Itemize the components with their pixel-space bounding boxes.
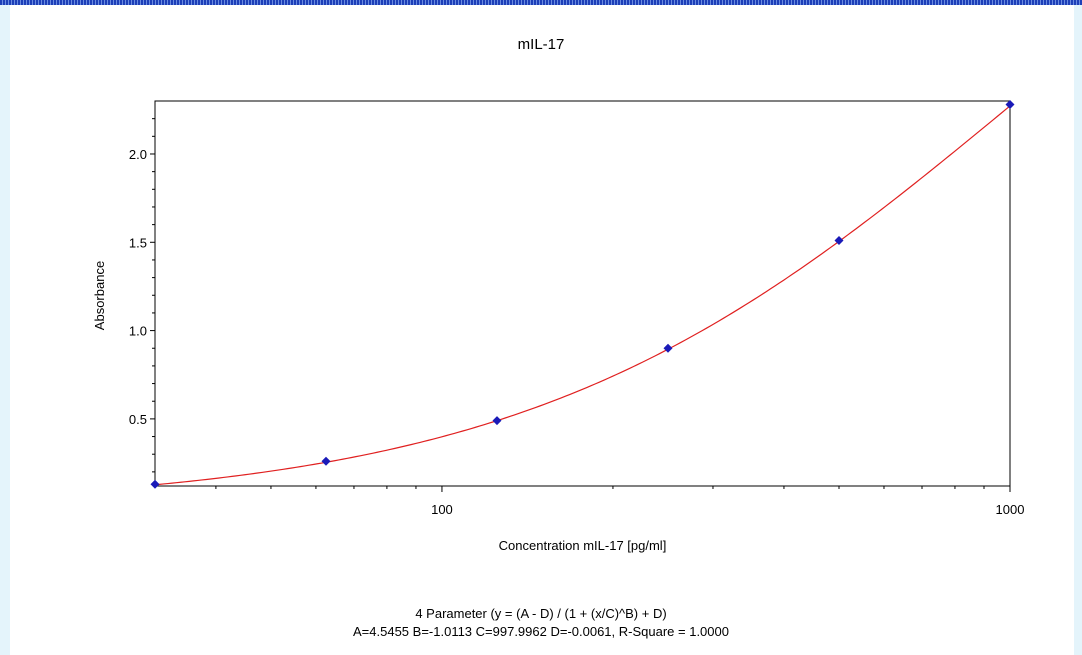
y-tick-label: 1.0 bbox=[129, 324, 147, 339]
data-point bbox=[663, 343, 673, 353]
data-point bbox=[492, 416, 502, 426]
x-tick-label: 100 bbox=[431, 502, 453, 517]
data-point bbox=[834, 236, 844, 246]
left-border-strip bbox=[0, 5, 10, 655]
data-point bbox=[150, 479, 160, 489]
x-tick-label: 1000 bbox=[996, 502, 1025, 517]
window-top-border bbox=[0, 0, 1082, 5]
data-point bbox=[321, 456, 331, 466]
y-axis-label: Absorbance bbox=[92, 261, 107, 330]
right-border-strip bbox=[1074, 5, 1082, 655]
y-tick-label: 2.0 bbox=[129, 147, 147, 162]
chart-title: mIL-17 bbox=[517, 36, 565, 53]
x-axis-label: Concentration mIL-17 [pg/ml] bbox=[499, 538, 667, 553]
y-tick-label: 0.5 bbox=[129, 412, 147, 427]
fit-parameters: A=4.5455 B=-1.0113 C=997.9962 D=-0.0061,… bbox=[353, 624, 729, 639]
data-point bbox=[1005, 100, 1015, 110]
y-tick-label: 1.5 bbox=[129, 235, 147, 250]
fit-curve bbox=[154, 105, 1011, 486]
plot-frame bbox=[154, 100, 1011, 487]
fit-equation: 4 Parameter (y = (A - D) / (1 + (x/C)^B)… bbox=[415, 606, 667, 621]
